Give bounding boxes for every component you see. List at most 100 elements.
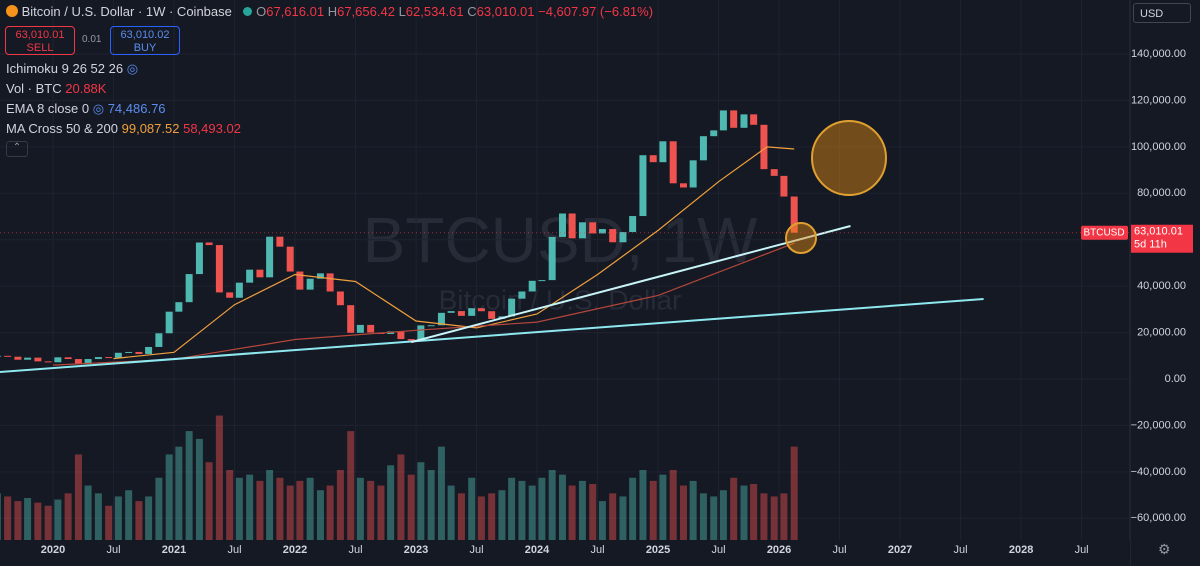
ohlc-value: 62,534.61 — [405, 4, 464, 19]
candle — [54, 357, 62, 363]
candle — [286, 246, 294, 272]
candle — [135, 351, 143, 354]
candle — [296, 271, 304, 290]
indicator-name: Ichimoku 9 26 52 26 — [6, 61, 124, 76]
volume-bar — [568, 485, 576, 540]
volume-bar — [639, 470, 647, 540]
buy-button[interactable]: 63,010.02 BUY — [110, 26, 180, 55]
candle — [629, 216, 637, 233]
x-axis-bg — [0, 540, 1130, 566]
candle — [226, 292, 234, 298]
candle — [649, 155, 657, 163]
candle — [205, 242, 213, 246]
volume-bar — [266, 470, 274, 540]
volume-bar — [417, 462, 425, 540]
candle — [306, 278, 314, 290]
candle — [740, 114, 748, 128]
volume-bar — [336, 470, 344, 540]
candle — [356, 324, 364, 333]
candle — [468, 308, 476, 316]
sell-button[interactable]: 63,010.01 SELL — [5, 26, 75, 55]
indicator[interactable]: Ichimoku 9 26 52 26 ◎ — [6, 61, 139, 76]
volume-bar — [306, 477, 314, 540]
candle — [336, 291, 344, 306]
annotation-circle — [785, 222, 817, 254]
volume-bar — [488, 493, 496, 540]
x-tick-label: Jul — [1075, 544, 1089, 556]
line — [0, 298, 984, 373]
candle — [457, 311, 465, 316]
candle — [558, 213, 566, 237]
volume-bar — [215, 415, 223, 540]
x-tick-label: 2025 — [646, 544, 670, 556]
candle — [84, 359, 92, 365]
indicator-value: 99,087.52 — [121, 121, 180, 136]
x-tick-label: 2026 — [767, 544, 791, 556]
y-tick-label: 0.00 — [1165, 373, 1186, 385]
volume-bar — [457, 493, 465, 540]
buy-label: BUY — [133, 42, 157, 54]
sell-label: SELL — [26, 42, 54, 54]
ohlc-label: O — [256, 4, 267, 19]
candle — [417, 325, 425, 341]
volume-bar — [508, 477, 516, 540]
indicator[interactable]: EMA 8 close 0 ◎ 74,486.76 — [6, 101, 166, 116]
candle — [679, 183, 687, 188]
indicator-name: MA Cross 50 & 200 — [6, 121, 118, 136]
indicator[interactable]: Vol · BTC 20.88K — [6, 81, 106, 96]
x-tick-label: Jul — [227, 544, 241, 556]
candle — [447, 311, 455, 313]
candle — [760, 124, 768, 170]
volume-bar — [135, 501, 143, 540]
x-tick-label: 2020 — [41, 544, 65, 556]
volume-bar — [518, 480, 526, 540]
price-tag-symbol: BTCUSD — [1083, 227, 1124, 238]
candle — [659, 141, 667, 163]
collapse-button[interactable]: ⌃ — [6, 141, 28, 157]
candle — [235, 282, 243, 298]
volume-bar — [4, 496, 12, 540]
candle — [316, 273, 324, 279]
candle — [427, 325, 435, 327]
volume-bar — [54, 499, 62, 540]
volume-bar — [437, 446, 445, 540]
ohlc-value: 63,010.01 — [476, 4, 535, 19]
volume-bar — [477, 496, 485, 540]
volume-bar — [790, 446, 798, 540]
volume-bar — [427, 470, 435, 540]
currency-select[interactable]: USD — [1133, 3, 1191, 23]
volume-bar — [165, 454, 173, 540]
candle — [609, 229, 617, 243]
ohlc-label: L — [398, 4, 406, 19]
line — [410, 225, 851, 344]
candle — [538, 280, 546, 282]
candle — [276, 236, 284, 247]
ohlc-label: C — [467, 4, 477, 19]
candle — [44, 361, 52, 363]
volume-bar — [84, 485, 92, 540]
candle — [518, 291, 526, 299]
candle — [114, 352, 122, 358]
volume-bar — [235, 477, 243, 540]
indicator[interactable]: MA Cross 50 & 200 99,087.52 58,493.02 — [6, 121, 241, 136]
volume-bar — [447, 485, 455, 540]
volume-bar — [498, 490, 506, 540]
indicator-value: 74,486.76 — [107, 101, 166, 116]
candle — [74, 359, 82, 365]
volume-bar — [710, 496, 718, 540]
change: −4,607.97 (−6.81%) — [538, 4, 654, 19]
plot — [0, 0, 1130, 540]
candle — [215, 245, 223, 293]
settings-icon[interactable]: ⚙ — [1158, 541, 1171, 557]
y-tick-label: 140,000.00 — [1131, 48, 1186, 60]
volume-bar — [246, 474, 254, 540]
volume-bar — [619, 496, 627, 540]
candle — [0, 355, 1, 357]
price-box — [1131, 224, 1193, 253]
x-tick-label: 2021 — [162, 544, 186, 556]
candle — [246, 269, 254, 283]
y-tick-label: 120,000.00 — [1131, 94, 1186, 106]
y-tick-label: 20,000.00 — [1137, 326, 1186, 338]
candle — [165, 311, 173, 334]
volume-bar — [659, 474, 667, 540]
